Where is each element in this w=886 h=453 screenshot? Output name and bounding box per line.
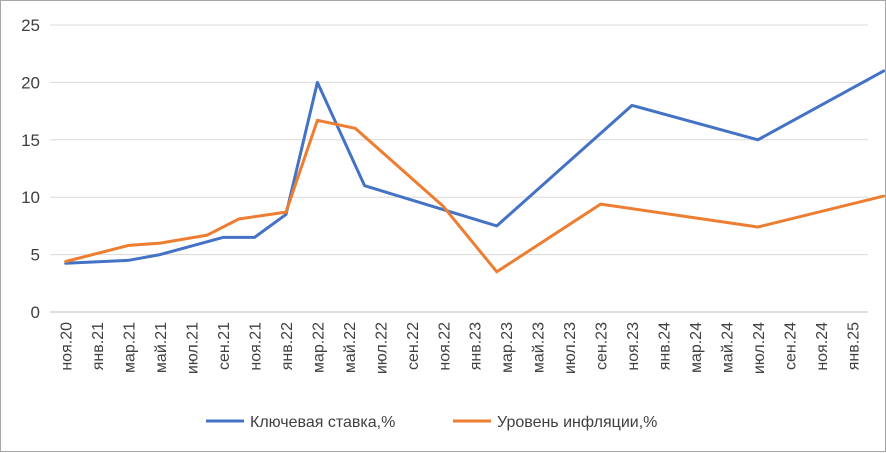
series-line-1 bbox=[64, 69, 886, 265]
x-tick-label: ноя.21 bbox=[248, 322, 265, 371]
x-tick-label: янв.21 bbox=[90, 322, 107, 370]
x-tick-label: янв.22 bbox=[279, 322, 296, 370]
legend-label-1: Ключевая ставка,% bbox=[250, 414, 395, 431]
x-tick-label: янв.24 bbox=[657, 322, 674, 370]
x-tick-label: ноя.24 bbox=[814, 322, 831, 371]
series-line-2 bbox=[64, 118, 886, 274]
x-tick-label: июл.24 bbox=[751, 322, 768, 374]
y-tick-label: 20 bbox=[21, 73, 40, 92]
x-tick-label: мар.23 bbox=[499, 322, 516, 373]
x-tick-label: май.23 bbox=[531, 322, 548, 373]
legend-label-2: Уровень инфляции,% bbox=[497, 414, 657, 431]
y-tick-label: 10 bbox=[21, 188, 40, 207]
x-tick-label: ноя.20 bbox=[59, 322, 76, 371]
x-tick-label: июл.23 bbox=[562, 322, 579, 374]
x-tick-label: янв.23 bbox=[468, 322, 485, 370]
x-tick-label: май.21 bbox=[153, 322, 170, 373]
y-tick-label: 15 bbox=[21, 131, 40, 150]
x-tick-label: янв.25 bbox=[845, 322, 862, 370]
x-tick-label: июл.22 bbox=[373, 322, 390, 374]
x-tick-label: мар.24 bbox=[688, 322, 705, 373]
x-tick-label: май.22 bbox=[342, 322, 359, 373]
y-tick-label: 5 bbox=[31, 246, 40, 265]
x-tick-label: май.24 bbox=[719, 322, 736, 373]
y-tick-label: 25 bbox=[21, 16, 40, 35]
x-tick-label: мар.21 bbox=[122, 322, 139, 373]
x-tick-label: ноя.22 bbox=[436, 322, 453, 371]
x-tick-label: ноя.23 bbox=[625, 322, 642, 371]
x-tick-label: сен.22 bbox=[405, 322, 422, 370]
x-tick-label: июл.21 bbox=[185, 322, 202, 374]
x-tick-label: сен.23 bbox=[594, 322, 611, 370]
x-tick-label: сен.21 bbox=[216, 322, 233, 370]
x-tick-label: сен.24 bbox=[782, 322, 799, 370]
y-tick-label: 0 bbox=[31, 303, 40, 322]
x-tick-label: мар.22 bbox=[310, 322, 327, 373]
